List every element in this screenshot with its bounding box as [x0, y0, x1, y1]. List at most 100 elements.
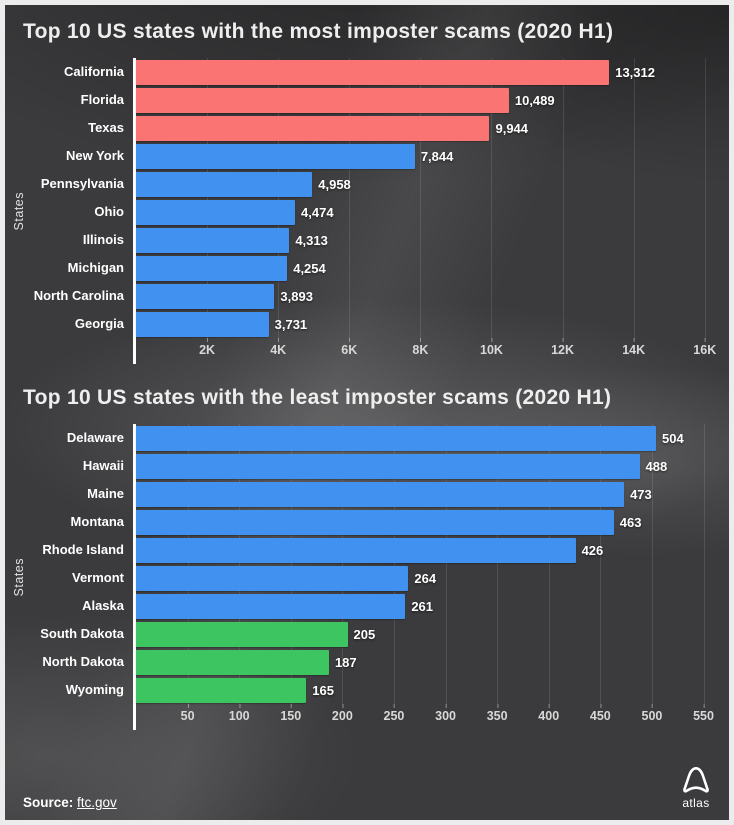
value-label: 261 [411, 598, 434, 614]
bar-row: 261 [136, 592, 719, 620]
bar [136, 227, 290, 253]
gridline [704, 58, 706, 342]
bar-row: 205 [136, 620, 719, 648]
x-tick-label: 200 [331, 704, 353, 723]
value-label: 488 [645, 458, 668, 474]
bar [136, 283, 275, 309]
bar-row: 264 [136, 564, 719, 592]
x-axis-ticks: 2K 4K 6K 8K 10K 12K 14K 16K [136, 338, 719, 364]
source-credit: Source: ftc.gov [23, 795, 117, 810]
plot-area-most: 13,312 10,489 9,944 7,844 4,958 4,474 4,313 4,2… [133, 58, 719, 364]
state-label: Michigan [67, 260, 124, 275]
bar-row: 473 [136, 480, 719, 508]
x-tick-label: 12K [551, 338, 575, 357]
value-label: 504 [662, 430, 684, 446]
value-label: 7,844 [420, 148, 454, 164]
footer: Source: ftc.gov atlas [5, 760, 729, 820]
state-label: Texas [88, 120, 124, 135]
x-tick-label: 10K [480, 338, 503, 357]
x-tick-label: 2K [199, 338, 216, 357]
x-tick-label: 500 [641, 704, 663, 723]
state-label: Ohio [94, 204, 124, 219]
bar [136, 59, 610, 85]
state-label: Florida [80, 92, 124, 107]
bar-row: 488 [136, 452, 719, 480]
state-label: North Dakota [42, 654, 124, 669]
chart-most-imposter-scams: Top 10 US states with the most imposter … [5, 5, 729, 364]
state-label: Montana [70, 514, 124, 529]
gridline [651, 424, 653, 708]
bar-row: 9,944 [136, 114, 719, 142]
chart-title-most: Top 10 US states with the most imposter … [23, 20, 614, 43]
bar-row: 13,312 [136, 58, 719, 86]
bar [136, 649, 329, 675]
bar [136, 593, 406, 619]
state-label: Rhode Island [42, 542, 124, 557]
gridline [562, 58, 564, 342]
bar-row: 3,893 [136, 282, 719, 310]
state-label: California [64, 64, 124, 79]
bar-row: 4,474 [136, 198, 719, 226]
state-label: Delaware [66, 430, 124, 445]
source-link[interactable]: ftc.gov [77, 795, 117, 810]
x-tick-label: 14K [622, 338, 646, 357]
chart-least-imposter-scams: Top 10 US states with the least imposter… [5, 364, 729, 730]
bar [136, 509, 614, 535]
x-axis-ticks: 50 100 150 200 250 300 350 400 450 500 550 [136, 704, 719, 730]
x-tick-label: 4K [270, 338, 287, 357]
gridline [349, 58, 351, 342]
x-tick-label: 550 [693, 704, 714, 723]
value-label: 4,474 [301, 204, 334, 220]
gridline [497, 424, 499, 708]
atlas-logo: atlas [679, 764, 713, 810]
value-label: 4,958 [318, 176, 351, 192]
source-label: Source: [23, 795, 74, 810]
value-label: 463 [619, 514, 642, 530]
bar [136, 677, 307, 703]
x-tick-label: 450 [589, 704, 611, 723]
bar [136, 481, 625, 507]
bar [136, 199, 296, 225]
x-tick-label: 16K [693, 338, 717, 357]
x-tick-label: 150 [280, 704, 302, 723]
bar-rows: 504 488 473 463 426 264 261 205 187 165 [136, 424, 719, 704]
state-label: Wyoming [65, 682, 124, 697]
bar-row: 504 [136, 424, 719, 452]
atlas-logo-text: atlas [682, 796, 710, 810]
state-label: Alaska [82, 598, 124, 613]
gridline [548, 424, 550, 708]
bar-row: 7,844 [136, 142, 719, 170]
value-label: 473 [630, 486, 652, 502]
bar-row: 165 [136, 676, 719, 704]
value-label: 3,731 [274, 316, 308, 332]
state-label: Pennsylvania [40, 176, 124, 191]
value-label: 205 [353, 626, 376, 642]
state-label: South Dakota [40, 626, 124, 641]
bar-rows: 13,312 10,489 9,944 7,844 4,958 4,474 4,313 4,2… [136, 58, 719, 338]
chart-title-least: Top 10 US states with the least imposter… [23, 386, 612, 409]
y-axis-label-least: States [11, 557, 26, 597]
value-label: 264 [414, 570, 437, 586]
bar-row: 10,489 [136, 86, 719, 114]
x-tick-label: 6K [341, 338, 358, 357]
y-axis-label-most: States [11, 191, 26, 231]
atlas-logo-icon [679, 764, 713, 795]
x-tick-label: 350 [486, 704, 508, 723]
bar-row: 3,731 [136, 310, 719, 338]
state-labels-column: Delaware Hawaii Maine Montana Rhode Island Ve… [32, 424, 133, 730]
gridline [445, 424, 447, 708]
value-label: 4,313 [295, 232, 328, 248]
gridline [420, 58, 422, 342]
bar [136, 621, 348, 647]
state-labels-column: California Florida Texas New York Pennsylvan… [32, 58, 133, 364]
bar-row: 426 [136, 536, 719, 564]
gridline [633, 58, 635, 342]
state-label: Georgia [74, 316, 124, 331]
value-label: 165 [312, 682, 334, 698]
x-tick-label: 400 [538, 704, 560, 723]
plot-area-least: 504 488 473 463 426 264 261 205 187 165 50 100 150 2… [133, 424, 719, 730]
bar [136, 425, 657, 451]
state-label: Vermont [71, 570, 124, 585]
value-label: 13,312 [615, 64, 655, 80]
